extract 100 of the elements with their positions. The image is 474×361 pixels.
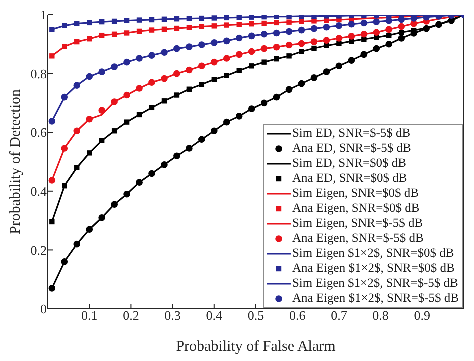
point bbox=[399, 30, 404, 36]
point bbox=[48, 285, 56, 292]
point bbox=[360, 31, 368, 38]
point bbox=[349, 38, 354, 44]
point bbox=[324, 43, 330, 48]
point bbox=[199, 16, 205, 22]
point bbox=[86, 226, 93, 234]
point bbox=[274, 15, 280, 20]
point bbox=[186, 86, 192, 92]
point bbox=[310, 74, 318, 82]
x-tick-label: 0.7 bbox=[331, 308, 348, 324]
point bbox=[348, 57, 356, 64]
point bbox=[249, 64, 254, 69]
point bbox=[323, 24, 330, 31]
point bbox=[386, 17, 393, 24]
point bbox=[162, 26, 168, 32]
point bbox=[112, 128, 118, 134]
point bbox=[74, 21, 80, 26]
point bbox=[87, 150, 92, 156]
point bbox=[336, 35, 343, 42]
legend-label: Ana Eigen $1×2$, SNR=$0$ dB bbox=[292, 261, 455, 276]
legend-label: Sim Eigen, SNR=$0$ dB bbox=[292, 186, 419, 201]
point bbox=[212, 24, 217, 29]
point bbox=[99, 19, 105, 25]
point bbox=[136, 112, 142, 118]
point bbox=[273, 94, 280, 101]
point bbox=[212, 77, 217, 82]
point bbox=[286, 20, 292, 25]
point bbox=[312, 15, 317, 20]
point bbox=[74, 165, 80, 170]
legend-label: Sim ED, SNR=$-5$ dB bbox=[292, 126, 411, 141]
point bbox=[186, 16, 192, 22]
point bbox=[236, 68, 242, 74]
point bbox=[124, 30, 130, 36]
point bbox=[323, 68, 330, 76]
point bbox=[286, 42, 293, 49]
point bbox=[98, 107, 106, 114]
point bbox=[299, 49, 304, 54]
point bbox=[436, 21, 442, 28]
x-tick-label: 0.5 bbox=[248, 308, 264, 324]
point bbox=[312, 18, 317, 24]
x-tick-label: 0.6 bbox=[289, 308, 306, 324]
point bbox=[286, 15, 292, 20]
point bbox=[124, 18, 130, 24]
point bbox=[274, 20, 280, 26]
point bbox=[186, 145, 193, 152]
point bbox=[87, 36, 92, 42]
point bbox=[161, 49, 168, 56]
point bbox=[262, 60, 267, 65]
point bbox=[348, 21, 356, 28]
point bbox=[360, 51, 368, 58]
point bbox=[174, 45, 180, 52]
point bbox=[398, 16, 405, 24]
point bbox=[212, 16, 217, 21]
point bbox=[136, 85, 143, 92]
legend-label: Ana Eigen $1×2$, SNR=$-5$ dB bbox=[292, 291, 459, 306]
point bbox=[149, 17, 155, 23]
point bbox=[186, 44, 193, 50]
point bbox=[174, 152, 180, 160]
point bbox=[336, 15, 342, 19]
point bbox=[236, 51, 243, 58]
point bbox=[373, 18, 380, 26]
y-tick-label: 0.4 bbox=[30, 184, 48, 200]
point bbox=[274, 56, 280, 62]
point bbox=[174, 26, 180, 32]
point bbox=[398, 23, 405, 30]
point bbox=[50, 54, 55, 59]
point bbox=[236, 15, 242, 20]
point bbox=[74, 128, 81, 135]
point bbox=[62, 44, 68, 50]
point bbox=[373, 45, 380, 52]
point bbox=[161, 162, 168, 168]
x-axis-title: Probability of False Alarm bbox=[176, 339, 336, 355]
point bbox=[310, 25, 318, 32]
point bbox=[249, 22, 254, 27]
point bbox=[198, 136, 206, 144]
point bbox=[273, 30, 280, 37]
point bbox=[324, 15, 330, 19]
point bbox=[48, 177, 56, 184]
point bbox=[174, 70, 180, 78]
point bbox=[248, 106, 256, 112]
point bbox=[86, 116, 93, 123]
point bbox=[148, 170, 156, 178]
y-tick-label: 1 bbox=[40, 8, 47, 23]
legend-label: Sim Eigen $1×2$, SNR=$0$ dB bbox=[292, 246, 454, 261]
point bbox=[61, 258, 68, 266]
point bbox=[298, 40, 306, 48]
point bbox=[62, 23, 68, 28]
point bbox=[62, 184, 68, 189]
point bbox=[124, 92, 130, 99]
point bbox=[286, 86, 293, 94]
point bbox=[373, 29, 380, 36]
point bbox=[199, 82, 205, 88]
point bbox=[262, 20, 267, 26]
point bbox=[249, 15, 254, 20]
point bbox=[299, 15, 304, 20]
point bbox=[310, 38, 318, 46]
point bbox=[124, 190, 130, 198]
y-tick-label: 0.8 bbox=[30, 66, 47, 82]
point bbox=[224, 15, 230, 21]
